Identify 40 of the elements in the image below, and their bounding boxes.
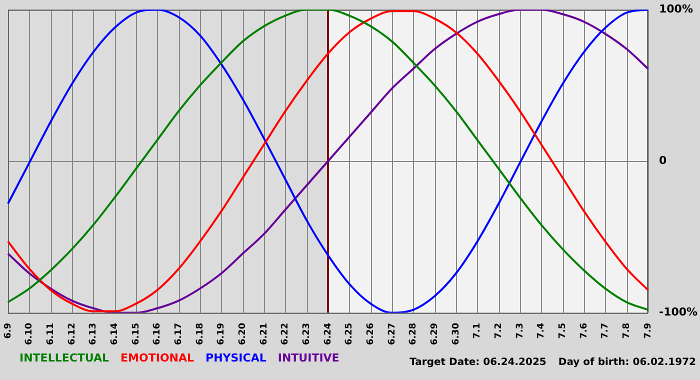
x-tick-label: 6.24 [323, 322, 334, 346]
x-tick-label: 6.23 [302, 322, 312, 346]
x-tick-label: 6.27 [387, 322, 398, 346]
x-tick-label: 7.1 [472, 322, 483, 339]
x-tick-label: 7.3 [515, 322, 526, 339]
x-tick-label: 6.22 [280, 322, 291, 346]
text: PHYSICAL [206, 351, 266, 364]
x-tick-label: 6.14 [110, 322, 120, 346]
x-tick-label: 6.12 [67, 322, 78, 346]
x-tick-label: 6.15 [131, 322, 142, 346]
x-tick-label: 7.2 [494, 322, 504, 339]
x-tick-label: 7.5 [558, 322, 568, 339]
x-tick-label: 6.17 [174, 322, 184, 346]
text: Day of birth: 06.02.1972 [558, 357, 696, 368]
x-tick-label: 6.26 [366, 322, 376, 346]
x-tick-label: 6.29 [430, 322, 440, 346]
y-tick-label: 0 [659, 154, 667, 168]
text: INTELLECTUAL [20, 351, 110, 364]
x-tick-label: 6.10 [24, 322, 35, 346]
x-tick-label: 6.9 [3, 322, 14, 339]
x-tick-label: 6.19 [216, 322, 227, 346]
x-tick-label: 6.20 [238, 322, 248, 346]
x-tick-label: 6.16 [152, 322, 163, 346]
x-tick-label: 7.7 [600, 322, 611, 339]
x-tick-label: 6.28 [408, 322, 419, 346]
x-tick-label: 7.8 [622, 322, 632, 339]
x-tick-label: 7.6 [579, 322, 590, 339]
text: EMOTIONAL [120, 351, 194, 364]
x-tick-label: 6.30 [451, 322, 462, 346]
y-tick-label: 100% [659, 2, 693, 16]
x-tick-label: 7.4 [536, 322, 547, 339]
y-tick-label: -100% [659, 306, 698, 319]
x-tick-label: 6.13 [88, 322, 99, 346]
x-tick-label: 6.18 [195, 322, 206, 346]
text: INTUITIVE [278, 351, 340, 364]
x-tick-label: 6.25 [344, 322, 355, 346]
x-tick-label: 7.9 [643, 322, 654, 339]
x-tick-label: 6.11 [46, 322, 56, 346]
text: Target Date: 06.24.2025 [410, 357, 546, 368]
x-tick-label: 6.21 [259, 322, 270, 346]
